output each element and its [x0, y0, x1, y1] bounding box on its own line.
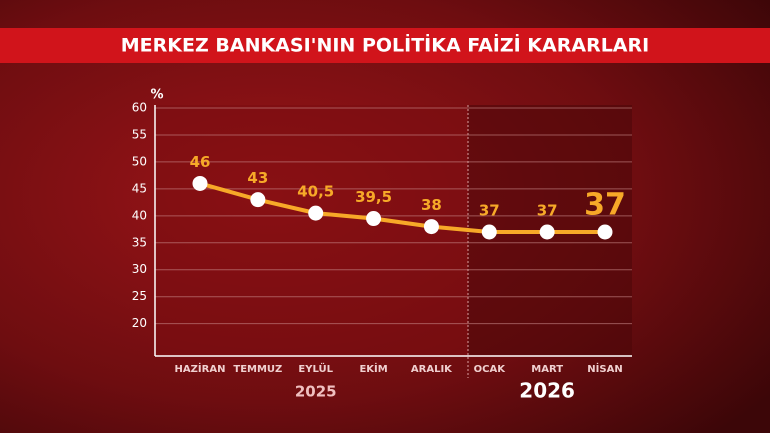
data-line [199, 181, 605, 234]
y-tick-label: 50 [132, 154, 147, 168]
data-label: 39,5 [355, 188, 392, 206]
y-tick-label: 60 [132, 101, 147, 115]
data-point [539, 224, 555, 240]
data-label: 38 [421, 196, 442, 214]
data-label: 40,5 [297, 183, 334, 201]
y-tick-label: 25 [132, 289, 147, 303]
data-label: 46 [190, 153, 211, 171]
title-bar [0, 28, 770, 63]
y-tick-label: 40 [132, 208, 147, 222]
x-tick-label: MART [531, 364, 563, 375]
data-point [308, 205, 324, 221]
x-tick-label: NİSAN [587, 361, 622, 375]
data-point [597, 224, 613, 240]
y-tick-label: 35 [132, 235, 147, 249]
data-point [250, 192, 266, 208]
data-label: 43 [247, 169, 268, 187]
data-label: 37 [584, 188, 626, 223]
year-label: 2026 [519, 379, 575, 403]
x-tick-label: OCAK [474, 364, 507, 375]
x-tick-label: EKİM [359, 361, 387, 375]
data-point [192, 175, 208, 191]
chart-title: MERKEZ BANKASI'NIN POLİTİKA FAİZİ KARARL… [121, 33, 649, 57]
y-unit: % [150, 88, 163, 103]
y-tick-label: 55 [132, 127, 147, 141]
data-point [366, 211, 382, 227]
y-tick-label: 30 [132, 262, 147, 276]
y-tick-label: 20 [132, 316, 147, 330]
data-point [481, 224, 497, 240]
data-point [423, 219, 439, 235]
x-tick-label: EYLÜL [298, 361, 333, 375]
y-tick-label: 45 [132, 181, 147, 195]
data-label: 37 [479, 202, 500, 220]
x-tick-label: HAZİRAN [175, 361, 226, 375]
x-tick-label: TEMMUZ [233, 364, 282, 375]
data-label: 37 [537, 202, 558, 220]
year-label: 2025 [295, 383, 337, 401]
x-tick-label: ARALIK [411, 364, 453, 375]
plot-area-2025 [155, 105, 468, 355]
